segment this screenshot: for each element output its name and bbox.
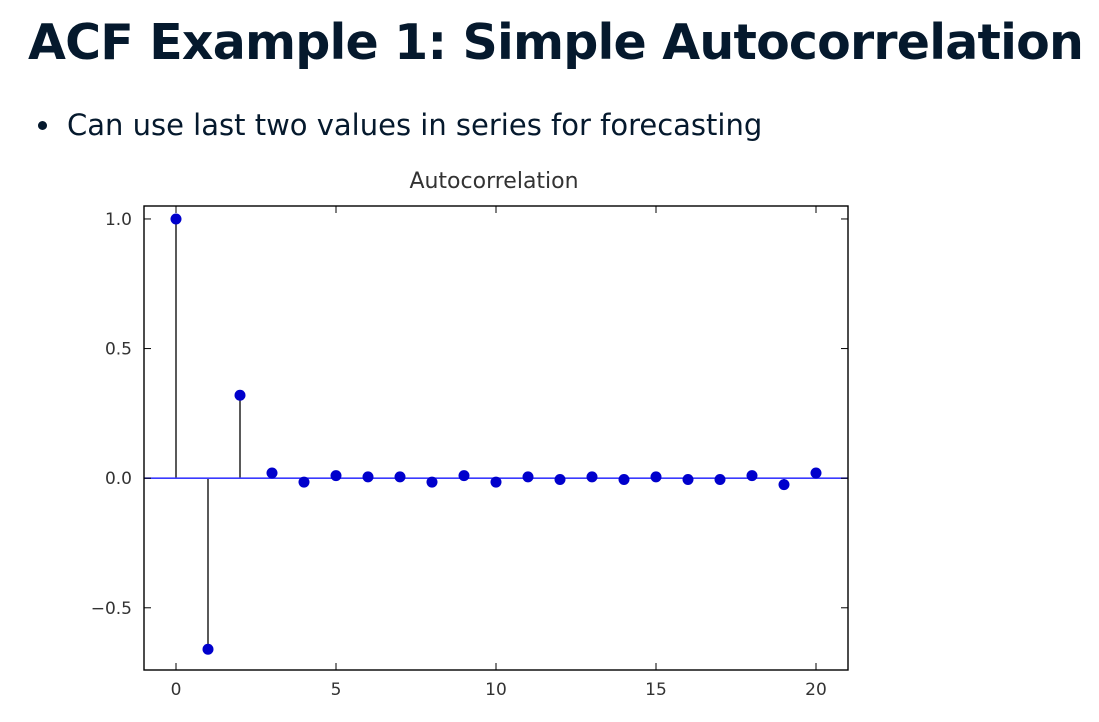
bullet-item: Can use last two values in series for fo…: [38, 108, 762, 142]
bullet-list: Can use last two values in series for fo…: [38, 108, 762, 142]
data-point-lag-9: [458, 470, 470, 482]
data-point-lag-20: [810, 467, 822, 479]
data-point-lag-10: [490, 476, 502, 488]
stems-layer: [175, 218, 817, 650]
bullet-dot-icon: [38, 120, 47, 130]
markers-layer: [170, 213, 822, 655]
y-tick-label: 0.5: [105, 340, 132, 360]
data-point-lag-15: [650, 471, 662, 483]
y-tick-label: −0.5: [91, 599, 132, 619]
data-point-lag-3: [266, 467, 278, 479]
data-point-lag-1: [202, 643, 214, 655]
data-point-lag-0: [170, 213, 182, 225]
data-point-lag-18: [746, 470, 758, 482]
data-point-lag-17: [714, 473, 726, 485]
data-point-lag-8: [426, 476, 438, 488]
data-point-lag-12: [554, 473, 566, 485]
slide-title: ACF Example 1: Simple Autocorrelation: [28, 14, 1084, 71]
plot-frame: [143, 205, 849, 671]
data-point-lag-6: [362, 471, 374, 483]
data-point-lag-4: [298, 476, 310, 488]
x-tick-label: 5: [331, 680, 342, 700]
data-point-lag-5: [330, 470, 342, 482]
data-point-lag-16: [682, 473, 694, 485]
bullet-text: Can use last two values in series for fo…: [67, 108, 763, 142]
x-tick-label: 10: [485, 680, 507, 700]
x-tick-label: 0: [171, 680, 182, 700]
y-tick-label: 1.0: [105, 210, 132, 230]
data-point-lag-11: [522, 471, 534, 483]
data-point-lag-19: [778, 479, 790, 491]
data-point-lag-2: [234, 389, 246, 401]
x-tick-label: 15: [645, 680, 667, 700]
x-tick-label: 20: [805, 680, 827, 700]
data-point-lag-13: [586, 471, 598, 483]
chart-title: Autocorrelation: [409, 169, 578, 194]
ticks-layer: [144, 206, 848, 670]
y-tick-label: 0.0: [105, 469, 132, 489]
tick-labels-layer: 0 5 10 15 20 1.0 0.5 0.0 −0.5: [91, 210, 827, 700]
data-point-lag-7: [394, 471, 406, 483]
data-point-lag-14: [618, 473, 630, 485]
